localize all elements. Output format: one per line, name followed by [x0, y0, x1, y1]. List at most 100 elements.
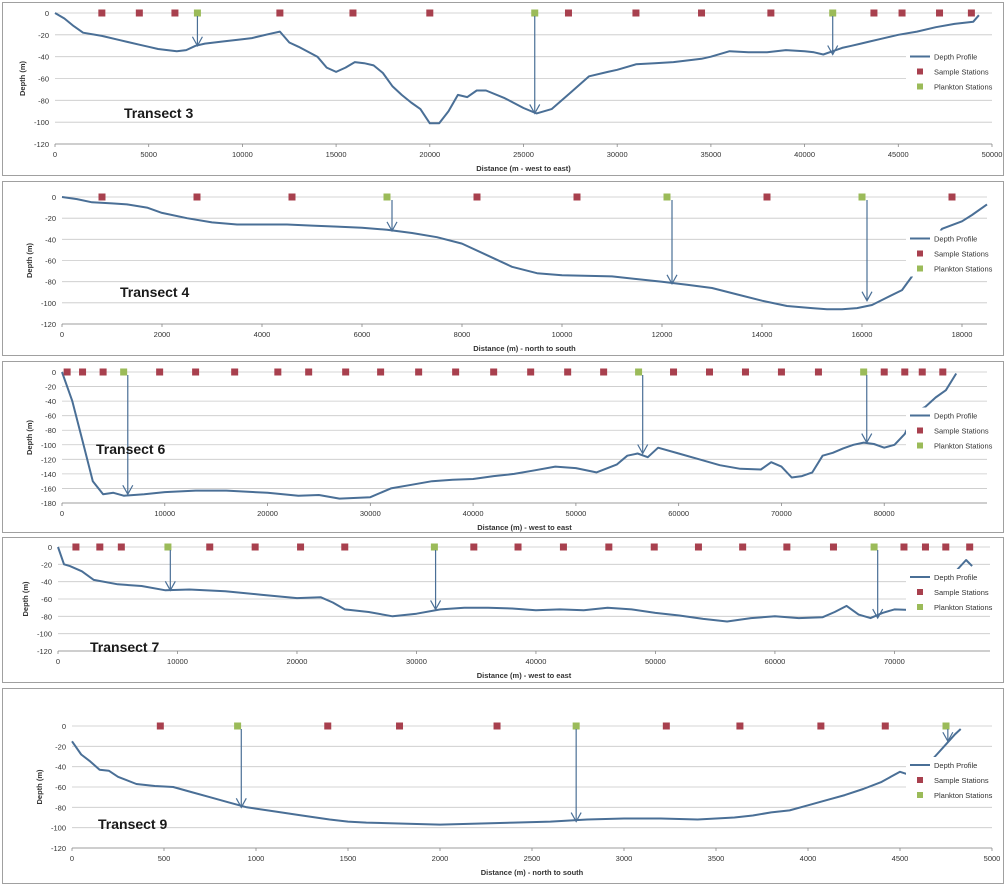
sample-station-marker [117, 543, 125, 551]
y-tick-label: -120 [37, 647, 52, 656]
x-tick-label: 70000 [771, 509, 792, 518]
legend-label-profile: Depth Profile [934, 412, 977, 421]
x-tick-label: 10000 [232, 150, 253, 159]
sample-station-marker [881, 722, 889, 730]
y-axis-title: Depth (m) [18, 61, 27, 96]
legend: Depth Profile Sample Stations Plankton Sta… [906, 230, 1001, 277]
x-tick-label: 0 [60, 330, 64, 339]
legend-label-plankton: Plankton Stations [934, 603, 993, 612]
plankton-arrowhead [861, 433, 873, 444]
x-tick-label: 20000 [287, 657, 308, 666]
transect-label: Transect 4 [120, 284, 189, 300]
sample-station-marker [99, 368, 107, 376]
legend-sample-swatch [917, 250, 923, 257]
sample-station-marker [135, 9, 143, 17]
y-tick-label: -20 [38, 31, 49, 40]
y-tick-label: -60 [41, 595, 52, 604]
legend: Depth Profile Sample Stations Plankton Sta… [906, 48, 1001, 95]
y-tick-label: -80 [45, 278, 56, 287]
legend-sample-swatch [917, 589, 923, 595]
x-tick-label: 20000 [257, 509, 278, 518]
x-tick-label: 6000 [354, 330, 371, 339]
plankton-arrowhead [872, 608, 884, 620]
sample-station-marker [939, 368, 947, 376]
legend-label-profile: Depth Profile [934, 573, 977, 582]
sample-station-marker [880, 368, 888, 376]
plankton-station-marker [193, 9, 201, 17]
plankton-arrowhead [666, 274, 678, 286]
x-axis-title: Distance (m - west to east) [476, 164, 571, 173]
y-tick-label: -20 [45, 214, 56, 223]
sample-station-marker [98, 193, 106, 201]
transect-label: Transect 6 [96, 441, 165, 457]
depth-profile-line [61, 371, 958, 500]
sample-station-marker [396, 722, 404, 730]
transect-label: Transect 7 [90, 639, 159, 655]
plankton-arrowhead [861, 291, 873, 302]
sample-station-marker [473, 193, 481, 201]
legend: Depth Profile Sample Stations Plankton Sta… [906, 407, 1001, 454]
y-tick-label: -20 [41, 560, 52, 569]
plankton-station-marker [860, 368, 868, 376]
y-tick-label: -120 [34, 140, 49, 149]
x-axis-title: Distance (m) - north to south [473, 344, 576, 353]
legend-label-sample: Sample Stations [934, 588, 989, 597]
sample-station-marker [600, 368, 608, 376]
x-tick-label: 25000 [513, 150, 534, 159]
x-tick-label: 0 [70, 854, 74, 863]
x-tick-label: 0 [53, 150, 57, 159]
legend-label-sample: Sample Stations [934, 250, 989, 259]
legend-plankton-swatch [917, 442, 923, 449]
x-tick-label: 50000 [645, 657, 666, 666]
y-tick-label: -120 [41, 320, 56, 329]
legend-plankton-swatch [917, 83, 923, 90]
sample-station-marker [274, 368, 282, 376]
depth-profile-line [61, 196, 988, 311]
plankton-arrowhead [570, 812, 582, 823]
legend-sample-swatch [917, 68, 923, 75]
plankton-station-marker [870, 543, 878, 551]
depth-profile-line [71, 728, 962, 826]
y-tick-label: -20 [45, 383, 56, 392]
sample-station-marker [79, 368, 87, 376]
sample-station-marker [967, 9, 975, 17]
legend-label-plankton: Plankton Stations [934, 791, 993, 800]
sample-station-marker [251, 543, 259, 551]
x-tick-label: 5000 [140, 150, 157, 159]
plankton-station-marker [164, 543, 172, 551]
plankton-station-marker [531, 9, 539, 17]
legend-label-plankton: Plankton Stations [934, 265, 993, 274]
plankton-arrowhead [942, 731, 954, 743]
plankton-arrowhead [122, 484, 134, 496]
sample-station-marker [650, 543, 658, 551]
legend: Depth Profile Sample Stations Plankton Sta… [906, 569, 1001, 615]
sample-station-marker [231, 368, 239, 376]
x-tick-label: 50000 [565, 509, 586, 518]
y-tick-label: -80 [55, 803, 66, 812]
y-tick-label: -100 [34, 118, 49, 127]
sample-station-marker [694, 543, 702, 551]
sample-station-marker [942, 543, 950, 551]
y-tick-label: -100 [37, 630, 52, 639]
x-tick-label: 40000 [526, 657, 547, 666]
sample-station-marker [341, 543, 349, 551]
x-tick-label: 500 [158, 854, 171, 863]
sample-station-marker [870, 9, 878, 17]
y-tick-label: 0 [52, 193, 56, 202]
sample-station-marker [670, 368, 678, 376]
sample-station-marker [817, 722, 825, 730]
chart-frame [2, 361, 1004, 533]
x-tick-label: 45000 [888, 150, 909, 159]
y-tick-label: -40 [41, 578, 52, 587]
chart-frame [2, 2, 1004, 176]
x-tick-label: 0 [60, 509, 64, 518]
sample-station-marker [193, 193, 201, 201]
x-tick-label: 4000 [254, 330, 271, 339]
plankton-station-marker [858, 193, 866, 201]
x-tick-label: 4500 [892, 854, 909, 863]
sample-station-marker [324, 722, 332, 730]
y-tick-label: -100 [41, 441, 56, 450]
sample-station-marker [156, 368, 164, 376]
y-tick-label: -80 [45, 426, 56, 435]
